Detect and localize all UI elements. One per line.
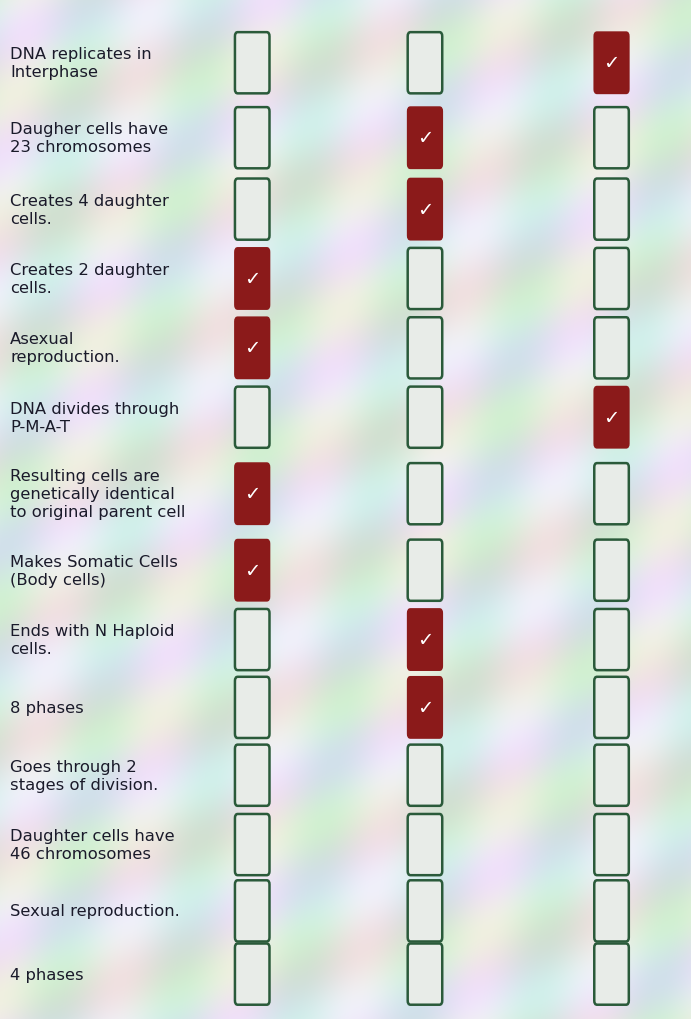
Text: ✓: ✓ (417, 631, 433, 649)
Text: Goes through 2
stages of division.: Goes through 2 stages of division. (10, 759, 159, 792)
FancyBboxPatch shape (594, 249, 629, 310)
FancyBboxPatch shape (235, 387, 269, 448)
FancyBboxPatch shape (235, 745, 269, 806)
Text: 8 phases: 8 phases (10, 700, 84, 715)
FancyBboxPatch shape (235, 464, 269, 525)
FancyBboxPatch shape (594, 387, 629, 448)
FancyBboxPatch shape (235, 33, 269, 94)
FancyBboxPatch shape (408, 464, 442, 525)
FancyBboxPatch shape (594, 814, 629, 875)
FancyBboxPatch shape (594, 318, 629, 379)
FancyBboxPatch shape (408, 33, 442, 94)
FancyBboxPatch shape (408, 745, 442, 806)
FancyBboxPatch shape (408, 814, 442, 875)
FancyBboxPatch shape (408, 880, 442, 942)
FancyBboxPatch shape (235, 108, 269, 169)
Text: Daugher cells have
23 chromosomes: Daugher cells have 23 chromosomes (10, 122, 169, 155)
FancyBboxPatch shape (594, 179, 629, 240)
FancyBboxPatch shape (235, 318, 269, 379)
Text: Creates 2 daughter
cells.: Creates 2 daughter cells. (10, 263, 169, 296)
FancyBboxPatch shape (594, 880, 629, 942)
FancyBboxPatch shape (594, 464, 629, 525)
FancyBboxPatch shape (408, 108, 442, 169)
FancyBboxPatch shape (235, 880, 269, 942)
FancyBboxPatch shape (235, 814, 269, 875)
Text: ✓: ✓ (417, 698, 433, 717)
FancyBboxPatch shape (594, 609, 629, 671)
Text: ✓: ✓ (603, 54, 620, 73)
Text: ✓: ✓ (417, 129, 433, 148)
Text: Asexual
reproduction.: Asexual reproduction. (10, 332, 120, 365)
Text: ✓: ✓ (244, 485, 261, 503)
FancyBboxPatch shape (235, 249, 269, 310)
FancyBboxPatch shape (408, 944, 442, 1005)
FancyBboxPatch shape (408, 540, 442, 601)
Text: ✓: ✓ (603, 409, 620, 427)
FancyBboxPatch shape (594, 33, 629, 94)
Text: Makes Somatic Cells
(Body cells): Makes Somatic Cells (Body cells) (10, 554, 178, 587)
FancyBboxPatch shape (235, 944, 269, 1005)
Text: DNA divides through
P-M-A-T: DNA divides through P-M-A-T (10, 401, 180, 434)
FancyBboxPatch shape (235, 609, 269, 671)
FancyBboxPatch shape (408, 678, 442, 739)
FancyBboxPatch shape (235, 179, 269, 240)
Text: Daughter cells have
46 chromosomes: Daughter cells have 46 chromosomes (10, 828, 175, 861)
Text: Creates 4 daughter
cells.: Creates 4 daughter cells. (10, 194, 169, 226)
FancyBboxPatch shape (408, 249, 442, 310)
Text: ✓: ✓ (244, 339, 261, 358)
Text: Ends with N Haploid
cells.: Ends with N Haploid cells. (10, 624, 175, 656)
Text: DNA replicates in
Interphase: DNA replicates in Interphase (10, 47, 152, 81)
FancyBboxPatch shape (594, 745, 629, 806)
FancyBboxPatch shape (594, 678, 629, 739)
FancyBboxPatch shape (594, 944, 629, 1005)
FancyBboxPatch shape (594, 108, 629, 169)
FancyBboxPatch shape (408, 318, 442, 379)
FancyBboxPatch shape (235, 678, 269, 739)
FancyBboxPatch shape (594, 540, 629, 601)
Text: Sexual reproduction.: Sexual reproduction. (10, 904, 180, 918)
Text: ✓: ✓ (244, 561, 261, 580)
Text: ✓: ✓ (244, 270, 261, 288)
Text: Resulting cells are
genetically identical
to original parent cell: Resulting cells are genetically identica… (10, 469, 186, 520)
FancyBboxPatch shape (408, 609, 442, 671)
FancyBboxPatch shape (408, 179, 442, 240)
FancyBboxPatch shape (235, 540, 269, 601)
Text: ✓: ✓ (417, 201, 433, 219)
Text: 4 phases: 4 phases (10, 967, 84, 981)
FancyBboxPatch shape (408, 387, 442, 448)
